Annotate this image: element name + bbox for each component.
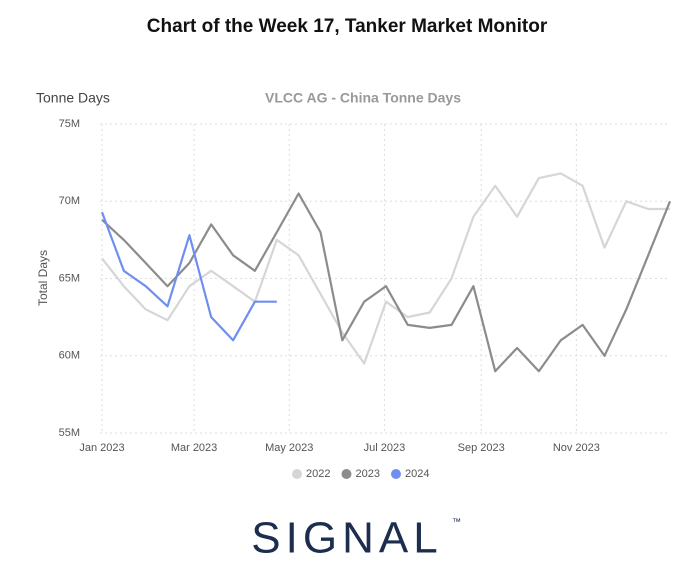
series-line	[100, 211, 277, 342]
y-axis-title: Total Days	[36, 250, 50, 306]
x-tick-label: Nov 2023	[553, 442, 600, 454]
legend-label: 2022	[306, 468, 330, 480]
series-line	[101, 172, 670, 365]
x-tick-label: May 2023	[265, 442, 313, 454]
legend-label: 2024	[405, 468, 429, 480]
y-tick-label: 55M	[59, 427, 80, 439]
y-tick-label: 75M	[59, 118, 80, 130]
y-tick-label: 65M	[59, 272, 80, 284]
series-line	[101, 192, 672, 373]
legend-marker	[390, 469, 401, 479]
y-tick-label: 70M	[59, 195, 80, 207]
x-tick-label: Sep 2023	[458, 442, 505, 454]
trademark: ™	[452, 516, 461, 526]
x-tick-label: Mar 2023	[171, 442, 217, 454]
y-tick-label: 60M	[59, 350, 80, 362]
annotation: Tonne Days	[36, 90, 110, 106]
logo: SIGNAL	[251, 514, 442, 563]
x-tick-label: Jan 2023	[79, 442, 124, 454]
legend-label: 2023	[355, 468, 379, 480]
x-tick-label: Jul 2023	[364, 442, 406, 454]
legend-marker	[341, 469, 352, 479]
legend-marker	[292, 469, 302, 479]
page-title: Chart of the Week 17, Tanker Market Moni…	[147, 16, 548, 37]
chart-title: VLCC AG - China Tonne Days	[265, 90, 461, 106]
